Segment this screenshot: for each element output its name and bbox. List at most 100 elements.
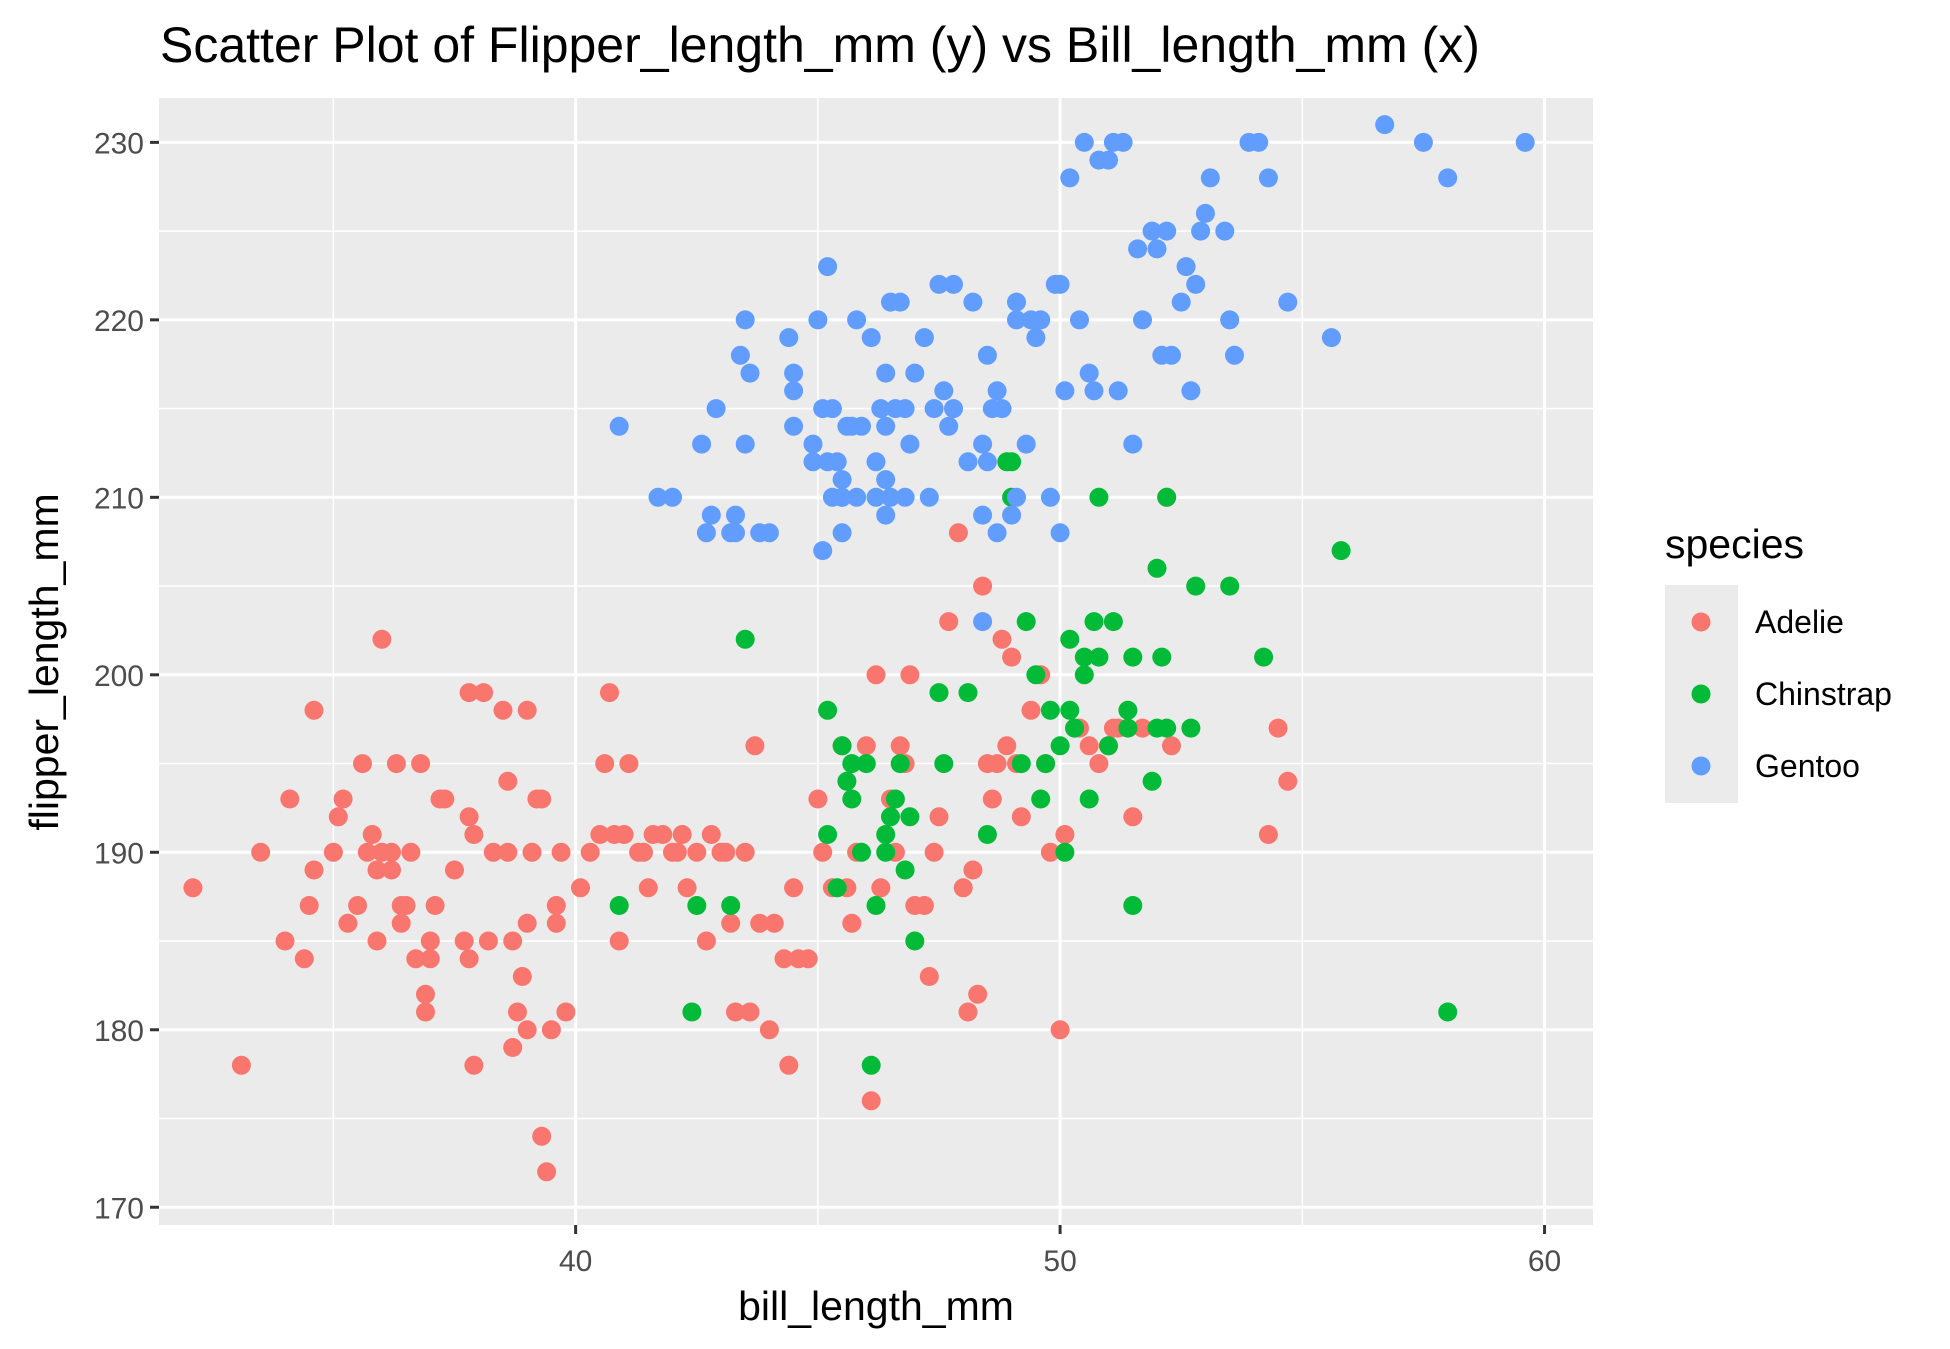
- point-gentoo: [871, 399, 891, 419]
- point-gentoo: [866, 452, 886, 472]
- point-adelie: [323, 842, 343, 862]
- chart-title: Scatter Plot of Flipper_length_mm (y) vs…: [160, 17, 1480, 73]
- point-gentoo: [847, 310, 867, 330]
- y-tick-label: 200: [94, 660, 144, 693]
- point-adelie: [1002, 647, 1022, 667]
- point-gentoo: [1128, 239, 1148, 259]
- point-adelie: [353, 754, 372, 774]
- point-gentoo: [1225, 345, 1244, 365]
- point-adelie: [367, 931, 387, 951]
- point-adelie: [503, 931, 523, 951]
- point-adelie: [478, 931, 498, 951]
- point-chinstrap: [1186, 576, 1206, 596]
- point-gentoo: [813, 541, 833, 561]
- point-chinstrap: [721, 896, 741, 915]
- point-gentoo: [1171, 292, 1191, 312]
- point-adelie: [948, 523, 968, 543]
- point-adelie: [367, 860, 387, 880]
- point-adelie: [396, 896, 416, 915]
- point-gentoo: [1123, 434, 1143, 454]
- point-gentoo: [881, 487, 900, 507]
- point-adelie: [338, 913, 358, 933]
- point-adelie: [1050, 1020, 1070, 1040]
- point-adelie: [517, 700, 537, 720]
- point-gentoo: [1321, 328, 1341, 348]
- point-adelie: [411, 754, 431, 774]
- point-adelie: [571, 878, 590, 898]
- point-adelie: [483, 842, 503, 862]
- point-gentoo: [1438, 168, 1458, 188]
- y-tick-label: 190: [94, 837, 144, 870]
- point-gentoo: [609, 416, 629, 436]
- point-chinstrap: [881, 807, 900, 827]
- point-gentoo: [818, 257, 838, 277]
- point-gentoo: [1026, 328, 1046, 348]
- point-chinstrap: [929, 683, 949, 703]
- point-gentoo: [1176, 257, 1196, 277]
- point-gentoo: [987, 381, 1007, 401]
- point-chinstrap: [876, 842, 896, 862]
- point-chinstrap: [900, 807, 920, 827]
- point-gentoo: [977, 452, 997, 472]
- point-gentoo: [1074, 132, 1094, 152]
- point-gentoo: [876, 470, 896, 490]
- point-chinstrap: [818, 700, 838, 720]
- point-adelie: [953, 878, 973, 898]
- y-axis: 170 180 190 200 210 220 230: [94, 127, 159, 1225]
- point-adelie: [774, 949, 794, 969]
- point-adelie: [919, 967, 939, 986]
- point-adelie: [464, 1055, 484, 1075]
- point-chinstrap: [861, 1055, 881, 1075]
- point-adelie: [924, 842, 944, 862]
- point-adelie: [517, 913, 537, 933]
- point-gentoo: [822, 399, 842, 419]
- point-adelie: [701, 825, 721, 844]
- point-adelie: [609, 931, 629, 951]
- point-chinstrap: [905, 931, 925, 951]
- point-adelie: [454, 931, 474, 951]
- point-chinstrap: [895, 860, 915, 880]
- point-gentoo: [1147, 239, 1167, 259]
- point-adelie: [929, 807, 949, 827]
- point-adelie: [861, 1091, 881, 1111]
- point-adelie: [813, 842, 833, 862]
- point-chinstrap: [1220, 576, 1240, 596]
- x-tick-label: 50: [1043, 1245, 1076, 1278]
- point-gentoo: [827, 452, 847, 472]
- point-adelie: [1079, 736, 1099, 756]
- point-gentoo: [808, 310, 828, 330]
- point-gentoo: [1162, 345, 1181, 365]
- point-adelie: [280, 789, 300, 809]
- point-gentoo: [1258, 168, 1278, 188]
- legend-label-adelie: Adelie: [1755, 604, 1844, 640]
- point-gentoo: [696, 523, 716, 543]
- point-adelie: [1258, 825, 1278, 844]
- legend-label-gentoo: Gentoo: [1755, 748, 1860, 784]
- point-gentoo: [832, 487, 852, 507]
- point-gentoo: [919, 487, 939, 507]
- point-adelie: [333, 789, 353, 809]
- point-gentoo: [701, 505, 721, 525]
- point-chinstrap: [842, 754, 862, 774]
- point-adelie: [997, 736, 1017, 756]
- point-chinstrap: [1089, 487, 1109, 507]
- point-chinstrap: [1152, 647, 1172, 667]
- point-adelie: [435, 789, 455, 809]
- point-gentoo: [876, 416, 896, 436]
- point-gentoo: [1142, 221, 1162, 241]
- point-chinstrap: [1026, 665, 1046, 685]
- data-points: [183, 115, 1535, 1182]
- point-gentoo: [1186, 274, 1206, 294]
- point-adelie: [900, 665, 920, 685]
- point-gentoo: [1200, 168, 1220, 188]
- legend-key-gentoo: [1691, 756, 1711, 776]
- point-chinstrap: [934, 754, 954, 774]
- point-adelie: [992, 629, 1012, 649]
- point-gentoo: [759, 523, 779, 543]
- point-adelie: [416, 1002, 435, 1022]
- point-adelie: [721, 913, 741, 933]
- point-gentoo: [1215, 221, 1235, 241]
- point-adelie: [982, 789, 1002, 809]
- point-chinstrap: [1099, 736, 1118, 756]
